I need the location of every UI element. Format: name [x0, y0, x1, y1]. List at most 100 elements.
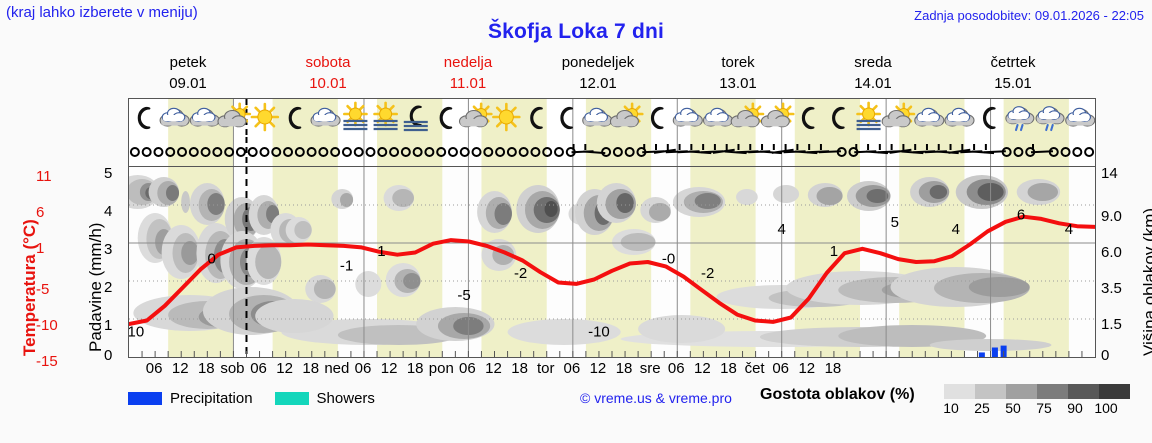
- calm-wind-marker: [1084, 147, 1095, 157]
- calm-wind-marker: [259, 147, 270, 157]
- hour-label-06: 06: [667, 360, 685, 377]
- menu-hint-text: (kraj lahko izberete v meniju): [6, 4, 198, 21]
- calm-wind-marker: [389, 147, 400, 157]
- temperature-value-label: 6: [1017, 207, 1025, 224]
- calm-wind-marker: [330, 147, 341, 157]
- hour-axis-labels: 06 12 18 sob 06 12 18 ned 06 12 18 pon 06 12 18 tor 06 12…: [0, 360, 1152, 382]
- calm-wind-marker: [353, 147, 364, 157]
- cloud-height-tick-4: 1.5: [1101, 316, 1122, 333]
- hour-label-čet: čet: [744, 360, 765, 377]
- hour-label-18: 18: [720, 360, 737, 377]
- hour-label-06: 06: [354, 360, 372, 377]
- cloud-density-blob: [294, 221, 312, 239]
- cloud-density-step-5: [1099, 384, 1130, 399]
- hour-label-06: 06: [459, 360, 476, 377]
- cloud-density-blob: [694, 193, 721, 209]
- cloud-density-step-3: [1037, 384, 1068, 399]
- day-date: 11.01: [449, 75, 487, 92]
- hour-label-06: 06: [250, 360, 267, 377]
- temperature-value-label: 4: [952, 221, 960, 238]
- day-header-1: petek 09.01: [118, 52, 258, 96]
- last-updated-text: Zadnja posodobitev: 09.01.2026 - 22:05: [914, 8, 1144, 23]
- precipitation-axis-title: Padavine (mm/h): [86, 222, 105, 352]
- cloud-density-blob: [648, 203, 671, 221]
- calm-wind-marker: [188, 147, 199, 157]
- day-header-5: torek 13.01: [668, 52, 808, 96]
- calm-wind-marker: [212, 147, 223, 157]
- temperature-tick-0: 11: [36, 168, 52, 185]
- calm-wind-marker: [1048, 147, 1059, 157]
- copyright-link[interactable]: © vreme.us & vreme.pro: [580, 390, 732, 406]
- precipitation-tick-0: 5: [104, 165, 113, 182]
- cloud-density-blob: [181, 191, 190, 213]
- temperature-value-label: 0: [208, 250, 216, 267]
- cloud-density-blob: [494, 203, 512, 225]
- hour-label-06: 06: [563, 360, 581, 377]
- calm-wind-marker: [318, 147, 329, 157]
- calm-wind-marker: [601, 147, 612, 157]
- day-header-strip: petek 09.01 sobota 10.01 nedelja 11.01 ponedel…: [128, 52, 1096, 96]
- cloud-density-step-4: [1068, 384, 1099, 399]
- calm-wind-marker: [542, 147, 553, 157]
- calm-wind-marker: [177, 147, 188, 157]
- calm-wind-marker: [271, 147, 282, 157]
- cloud-density-blob: [165, 185, 180, 201]
- hour-label-06: 06: [145, 360, 163, 377]
- calm-wind-marker: [283, 147, 294, 157]
- cloud-density-blob: [507, 319, 621, 345]
- cloud-density-label-90: 90: [1067, 400, 1083, 416]
- cloud-density-blob: [736, 189, 758, 205]
- day-date: 14.01: [854, 75, 892, 92]
- cloud-density-blob: [1027, 183, 1059, 201]
- precipitation-tick-2: 3: [104, 241, 113, 258]
- hour-label-18: 18: [615, 360, 633, 377]
- wind-barb-shaft: [889, 148, 912, 154]
- hour-label-18: 18: [197, 360, 215, 377]
- page-title: Škofja Loka 7 dni: [487, 20, 665, 43]
- calm-wind-marker: [1001, 147, 1012, 157]
- cloud-density-step-1: [975, 384, 1006, 399]
- temperature-value-label: -2: [701, 265, 714, 282]
- cloud-density-blob: [929, 185, 948, 199]
- temperature-value-label: 4: [1065, 221, 1073, 238]
- cloud-density-label-75: 75: [1036, 400, 1052, 416]
- temperature-tick-3: -5: [36, 281, 50, 298]
- cloud-density-blob: [340, 193, 354, 207]
- cloud-density-scale-labels: 10 25 50 75 90 100: [938, 400, 1138, 418]
- precipitation-bar: [991, 347, 998, 357]
- cloud-height-axis-title: Višina oblakov (km): [1140, 207, 1152, 356]
- hour-label-sob: sob: [220, 360, 245, 377]
- hour-label-18: 18: [824, 360, 842, 377]
- calm-wind-marker: [518, 147, 529, 157]
- cloud-density-blob: [816, 187, 843, 205]
- cloud-density-colorbar: [944, 384, 1130, 399]
- calm-wind-marker: [436, 147, 447, 157]
- cloud-density-legend-title: Gostota oblakov (%): [760, 386, 915, 403]
- wind-barb-shaft: [653, 148, 676, 154]
- cloud-density-blob: [620, 233, 656, 251]
- calm-wind-marker: [624, 147, 635, 157]
- weather-icon-band: [128, 98, 1096, 138]
- calm-wind-marker: [447, 147, 458, 157]
- cloud-density-step-2: [1006, 384, 1037, 399]
- day-header-3: nedelja 11.01: [398, 52, 538, 96]
- day-header-6: sreda 14.01: [803, 52, 943, 96]
- meteogram-plot: -10 0 -1 1 -5 -2 -10 -0 -2 4 1 5 4 6 4: [128, 166, 1096, 358]
- cloud-density-label-10: 10: [943, 400, 959, 416]
- calm-wind-marker: [495, 147, 506, 157]
- hour-label-06: 06: [772, 360, 790, 377]
- calm-wind-marker: [506, 147, 517, 157]
- precipitation-legend-label: Precipitation: [170, 389, 253, 407]
- temperature-line: [129, 214, 1095, 327]
- cloud-height-tick-0: 14: [1101, 165, 1118, 182]
- day-date: 13.01: [719, 75, 757, 92]
- cloud-height-tick-1: 9.0: [1101, 208, 1122, 225]
- wind-barb-shaft: [948, 148, 971, 154]
- showers-swatch: [274, 391, 309, 405]
- calm-wind-marker: [129, 147, 140, 157]
- temperature-tick-2: 1: [36, 240, 45, 257]
- cloud-height-tick-2: 6.0: [1101, 244, 1122, 261]
- calm-wind-marker: [306, 147, 317, 157]
- calm-wind-marker: [612, 147, 623, 157]
- calm-wind-marker: [471, 147, 482, 157]
